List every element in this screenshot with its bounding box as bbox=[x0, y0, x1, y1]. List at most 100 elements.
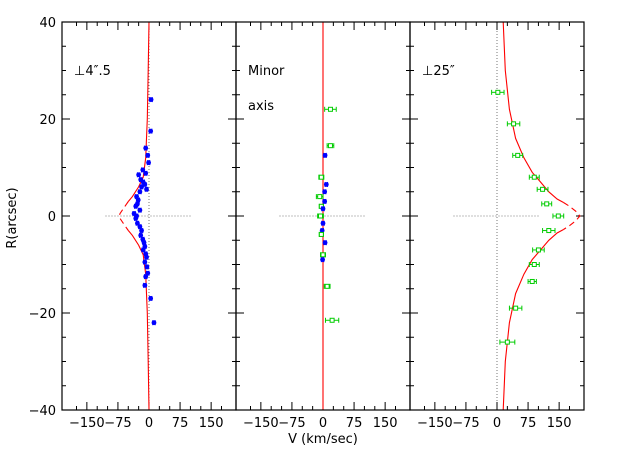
point-marker-open bbox=[531, 174, 537, 180]
point-marker-filled bbox=[135, 197, 141, 203]
data-point bbox=[506, 121, 521, 127]
data-point bbox=[322, 152, 328, 158]
point-marker-filled bbox=[142, 259, 148, 265]
point-marker-open bbox=[529, 278, 535, 284]
data-point bbox=[324, 106, 337, 112]
x-tick-label: 150 bbox=[373, 416, 398, 431]
model-curve-dashed bbox=[118, 201, 129, 231]
point-marker-filled bbox=[143, 274, 149, 280]
data-point bbox=[318, 174, 325, 180]
data-point bbox=[323, 181, 329, 187]
point-marker-filled bbox=[144, 186, 149, 192]
data-point bbox=[142, 181, 148, 187]
panel-label: ⊥4″.5 bbox=[74, 64, 111, 79]
point-marker-filled bbox=[145, 152, 151, 158]
data-point bbox=[527, 278, 537, 284]
point-marker-filled bbox=[137, 224, 143, 230]
point-marker-open bbox=[511, 121, 517, 127]
data-point bbox=[324, 317, 340, 323]
data-point bbox=[139, 228, 144, 234]
data-point bbox=[499, 339, 516, 345]
data-point bbox=[144, 186, 149, 192]
point-marker-filled bbox=[139, 184, 144, 190]
data-point bbox=[542, 228, 556, 234]
data-point bbox=[143, 145, 149, 151]
point-marker-open bbox=[544, 201, 550, 207]
x-tick-label: 0 bbox=[319, 416, 327, 431]
point-marker-open bbox=[495, 89, 501, 95]
data-point bbox=[322, 189, 328, 195]
x-tick-label: −75 bbox=[278, 416, 305, 431]
data-point bbox=[491, 89, 505, 95]
x-tick-label: −150 bbox=[69, 416, 105, 431]
data-point bbox=[138, 232, 144, 238]
point-marker-open bbox=[555, 213, 561, 219]
data-point bbox=[144, 254, 149, 260]
model-curve-solid bbox=[502, 21, 564, 203]
point-marker-filled bbox=[141, 240, 147, 246]
data-point bbox=[139, 184, 144, 190]
point-marker-filled bbox=[143, 170, 149, 176]
point-marker-filled bbox=[144, 254, 149, 260]
data-point bbox=[137, 207, 143, 213]
y-tick-label: 20 bbox=[39, 113, 56, 128]
data-point bbox=[148, 295, 154, 301]
point-marker-open bbox=[515, 152, 521, 158]
y-axis-label: R(arcsec) bbox=[5, 187, 20, 248]
data-point bbox=[532, 247, 545, 253]
point-marker-open bbox=[318, 174, 324, 180]
data-point bbox=[137, 189, 143, 195]
panel-label: ⊥25″ bbox=[422, 64, 455, 79]
data-point bbox=[142, 282, 148, 288]
panel-2: −150 −75 0 75 150 Minor axis bbox=[235, 21, 411, 431]
panel-label: axis bbox=[248, 99, 274, 114]
x-tick-label: 0 bbox=[145, 416, 153, 431]
data-point bbox=[137, 224, 143, 230]
point-marker-open bbox=[317, 194, 323, 200]
x-tick-label: 75 bbox=[346, 416, 363, 431]
x-tick-label: 150 bbox=[547, 416, 572, 431]
x-tick-label: 75 bbox=[172, 416, 189, 431]
point-marker-open bbox=[327, 106, 333, 112]
point-marker-open bbox=[513, 305, 519, 311]
data-point bbox=[541, 201, 553, 207]
data-point bbox=[133, 215, 139, 221]
data-point bbox=[133, 203, 139, 209]
point-marker-filled bbox=[320, 257, 325, 263]
point-marker-filled bbox=[322, 152, 328, 158]
data-point bbox=[148, 128, 154, 134]
x-tick-label: −75 bbox=[452, 416, 479, 431]
point-marker-open bbox=[318, 231, 324, 237]
point-marker-filled bbox=[148, 296, 154, 301]
data-point bbox=[136, 172, 142, 178]
point-marker-filled bbox=[322, 240, 328, 246]
point-marker-open bbox=[320, 252, 326, 258]
data-point bbox=[143, 274, 149, 280]
data-point bbox=[144, 264, 150, 270]
y-tick-label: −20 bbox=[29, 307, 56, 322]
point-marker-filled bbox=[320, 206, 326, 212]
y-tick-label: 40 bbox=[39, 16, 56, 31]
data-point bbox=[318, 231, 324, 237]
panel-3: −150 −75 0 75 150 ⊥25″ bbox=[409, 21, 585, 431]
model-curve-dashed bbox=[563, 201, 581, 231]
point-marker-open bbox=[535, 247, 541, 253]
data-point bbox=[148, 97, 154, 103]
data-point bbox=[323, 283, 331, 289]
x-tick-label: −150 bbox=[417, 416, 453, 431]
point-marker-filled bbox=[151, 320, 157, 326]
data-point bbox=[135, 197, 141, 203]
point-marker-open bbox=[318, 213, 324, 219]
point-marker-filled bbox=[320, 220, 326, 226]
point-marker-filled bbox=[323, 182, 329, 187]
data-point bbox=[552, 213, 565, 219]
point-marker-filled bbox=[146, 160, 151, 166]
point-marker-filled bbox=[142, 182, 148, 187]
data-point bbox=[528, 174, 540, 180]
point-marker-open bbox=[504, 339, 510, 345]
data-point bbox=[146, 160, 151, 166]
data-point bbox=[317, 213, 324, 219]
point-marker-filled bbox=[148, 97, 154, 102]
data-point bbox=[142, 259, 148, 265]
